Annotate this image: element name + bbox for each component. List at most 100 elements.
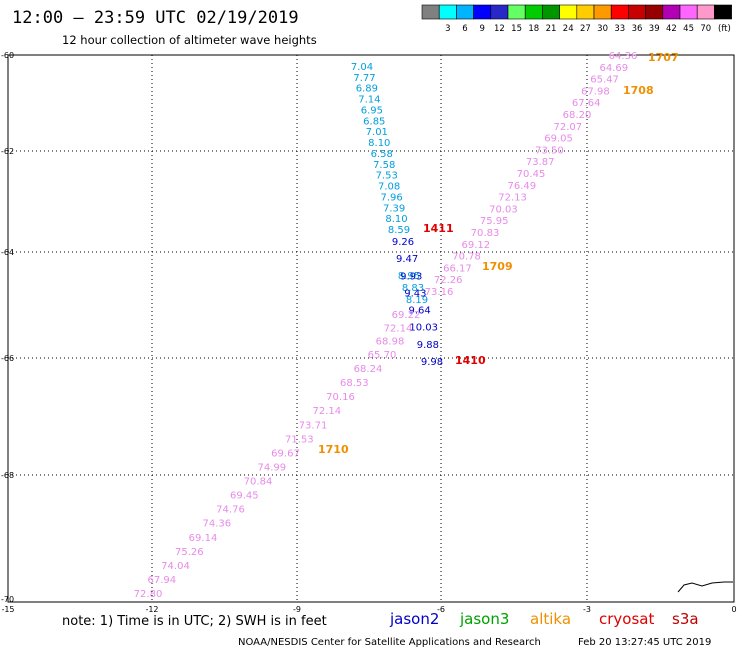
s3a-value: 8.59 bbox=[388, 225, 410, 236]
pass-label: 1410 bbox=[455, 354, 486, 367]
s3a-value: 6.85 bbox=[363, 116, 385, 127]
s3a-value: 7.96 bbox=[380, 192, 402, 203]
s3a-value: 7.04 bbox=[351, 62, 373, 73]
cryosat-value: 72.13 bbox=[498, 193, 527, 204]
s3a-value: 8.19 bbox=[406, 295, 428, 306]
legend-label: 12 bbox=[494, 24, 505, 34]
legend-swatch bbox=[490, 4, 509, 20]
cryosat-value: 70.84 bbox=[244, 477, 273, 488]
cryosat-value: 69.67 bbox=[271, 448, 300, 459]
legend-swatch bbox=[542, 4, 560, 20]
legend-swatch bbox=[456, 4, 474, 20]
coastline bbox=[677, 581, 733, 593]
cryosat-value: 69.12 bbox=[461, 240, 490, 251]
pass-label: 1411 bbox=[423, 222, 454, 235]
cryosat-value: 65.47 bbox=[590, 75, 619, 86]
legend-swatch bbox=[524, 4, 543, 20]
cryosat-value: 67.64 bbox=[572, 98, 601, 109]
s3a-value: 7.58 bbox=[373, 160, 395, 171]
cryosat-value: 73.71 bbox=[299, 420, 328, 431]
legend-label: 9 bbox=[479, 24, 484, 34]
legend-swatch bbox=[610, 4, 629, 20]
pass-label: 1708 bbox=[623, 84, 654, 97]
legend-label: 15 bbox=[511, 24, 522, 34]
legend-swatch bbox=[679, 4, 698, 20]
cryosat-value: 68.53 bbox=[340, 378, 369, 389]
legend-swatch bbox=[507, 4, 526, 20]
legend-swatch bbox=[628, 4, 646, 20]
cryosat-value: 72.14 bbox=[384, 323, 413, 334]
s3a-value: 8.10 bbox=[368, 138, 390, 149]
s3a-value: 7.39 bbox=[383, 203, 405, 214]
jason2-value: 9.93 bbox=[400, 271, 422, 282]
cryosat-value: 69.14 bbox=[189, 533, 218, 544]
legend-label: 27 bbox=[580, 24, 591, 34]
cryosat-value: 74.04 bbox=[161, 561, 190, 572]
s3a-value: 7.08 bbox=[378, 182, 400, 193]
latitude-label: -68 bbox=[1, 471, 14, 480]
cryosat-value: 70.03 bbox=[489, 204, 518, 215]
cryosat-value: 74.99 bbox=[257, 462, 286, 473]
satellite-name: s3a bbox=[672, 610, 699, 628]
units-note: note: 1) Time is in UTC; 2) SWH is in fe… bbox=[62, 614, 327, 629]
legend-swatch bbox=[696, 4, 715, 20]
legend-swatch bbox=[645, 4, 664, 20]
cryosat-value: 68.98 bbox=[376, 337, 405, 348]
cryosat-value: 65.70 bbox=[368, 350, 397, 361]
legend-label: 36 bbox=[632, 24, 643, 34]
cryosat-value: 73.16 bbox=[425, 287, 454, 298]
legend-label: 39 bbox=[649, 24, 660, 34]
satellite-name: jason2 bbox=[389, 610, 439, 628]
pass-label: 1709 bbox=[482, 260, 513, 273]
cryosat-value: 72.14 bbox=[312, 406, 341, 417]
cryosat-value: 75.26 bbox=[175, 547, 204, 558]
legend-label: 42 bbox=[666, 24, 677, 34]
cryosat-value: 72.07 bbox=[553, 122, 582, 133]
cryosat-value: 70.78 bbox=[452, 252, 481, 263]
color-legend: 3 6 9 12 15 18 21 24 27 30 33 36 39 42 45 70 (ft) bbox=[421, 4, 732, 34]
legend-swatch bbox=[473, 4, 492, 20]
satellite-legend: jason2 jason3 altika cryosat s3a bbox=[389, 610, 699, 628]
longitude-label: -3 bbox=[583, 605, 591, 614]
cryosat-value: 76.49 bbox=[507, 181, 536, 192]
satellite-name: altika bbox=[530, 610, 571, 628]
latitude-label: -70 bbox=[1, 595, 14, 604]
longitude-label: -9 bbox=[293, 605, 301, 614]
legend-label: 30 bbox=[597, 24, 608, 34]
map-frame bbox=[7, 54, 735, 603]
legend-label: 18 bbox=[528, 24, 539, 34]
latitude-label: -60 bbox=[1, 51, 14, 60]
satellite-name: jason3 bbox=[459, 610, 509, 628]
legend-swatch bbox=[438, 4, 457, 20]
page-subtitle: 12 hour collection of altimeter wave hei… bbox=[62, 33, 317, 47]
cryosat-value: 67.98 bbox=[581, 86, 610, 97]
latitude-label: -66 bbox=[1, 354, 14, 363]
legend-swatch bbox=[576, 4, 595, 20]
legend-swatch bbox=[714, 4, 732, 20]
cryosat-value: 64.69 bbox=[599, 63, 628, 74]
jason2-value: 9.88 bbox=[417, 340, 439, 351]
cryosat-value: 69.22 bbox=[392, 310, 421, 321]
s3a-value: 6.95 bbox=[361, 106, 383, 117]
cryosat-value: 67.94 bbox=[147, 575, 176, 586]
cryosat-value: 70.83 bbox=[471, 228, 500, 239]
cryosat-value: 64.36 bbox=[609, 51, 638, 62]
s3a-value: 7.53 bbox=[376, 171, 398, 182]
cryosat-value: 70.16 bbox=[326, 392, 355, 403]
longitude-label: -6 bbox=[437, 605, 445, 614]
jason2-value: 9.64 bbox=[408, 306, 430, 317]
cryosat-value: 72.80 bbox=[134, 589, 163, 600]
graticule bbox=[8, 55, 734, 602]
cryosat-value: 68.24 bbox=[354, 364, 383, 375]
cryosat-value: 69.05 bbox=[544, 134, 573, 145]
legend-swatch bbox=[662, 4, 681, 20]
cryosat-value: 69.45 bbox=[230, 491, 259, 502]
latitude-label: -62 bbox=[1, 147, 14, 156]
legend-label: 24 bbox=[563, 24, 574, 34]
jason2-value: 10.03 bbox=[409, 323, 438, 334]
s3a-value: 7.77 bbox=[353, 73, 375, 84]
pass-labels: 1707 1708 1709 1710 1411 1410 bbox=[318, 51, 679, 456]
longitude-label: -15 bbox=[1, 605, 14, 614]
legend-label: 6 bbox=[462, 24, 467, 34]
